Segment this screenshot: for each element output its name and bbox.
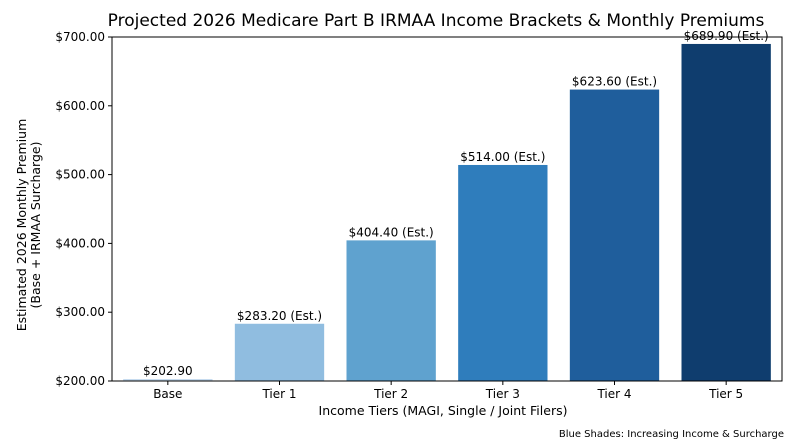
plot-frame [111, 36, 783, 382]
x-axis: Base Tier 1 Tier 2 Tier 3 Tier 4 Tier 5 [153, 381, 743, 401]
x-tick-label: Base [153, 387, 182, 401]
y-axis: $200.00 $300.00 $400.00 $500.00 $600.00 $700.… [55, 30, 112, 388]
y-axis-label-line1: Estimated 2026 Monthly Premium [14, 119, 29, 332]
y-tick-label: $300.00 [55, 305, 105, 319]
x-tick-label: Tier 2 [373, 387, 408, 401]
bars: $202.90 $283.20 (Est.) $404.40 (Est.) $514.… [123, 29, 771, 381]
x-tick-label: Tier 3 [485, 387, 520, 401]
data-label: $689.90 (Est.) [684, 29, 769, 43]
y-axis-label-line2: (Base + IRMAA Surcharge) [28, 142, 43, 309]
bar [234, 323, 325, 381]
bar [458, 164, 548, 381]
data-label: $202.90 [143, 364, 193, 378]
bar [346, 240, 436, 381]
data-label: $283.20 (Est.) [237, 309, 322, 323]
data-label: $404.40 (Est.) [349, 225, 434, 239]
footnote: Blue Shades: Increasing Income & Surchar… [559, 429, 784, 440]
y-tick-label: $200.00 [55, 374, 105, 388]
data-label: $623.60 (Est.) [572, 75, 657, 89]
bar [123, 379, 213, 381]
data-label: $514.00 (Est.) [460, 150, 545, 164]
bar [681, 43, 771, 381]
x-tick-label: Tier 4 [596, 387, 631, 401]
y-tick-label: $700.00 [55, 30, 105, 44]
y-tick-label: $500.00 [55, 168, 105, 182]
bar [569, 89, 660, 381]
y-tick-label: $400.00 [55, 236, 105, 250]
x-tick-label: Tier 1 [261, 387, 296, 401]
x-axis-label: Income Tiers (MAGI, Single / Joint Filer… [319, 403, 568, 418]
x-tick-label: Tier 5 [708, 387, 743, 401]
y-tick-label: $600.00 [55, 99, 105, 113]
chart-title: Projected 2026 Medicare Part B IRMAA Inc… [108, 11, 765, 31]
y-axis-label: Estimated 2026 Monthly Premium (Base + I… [14, 119, 43, 332]
